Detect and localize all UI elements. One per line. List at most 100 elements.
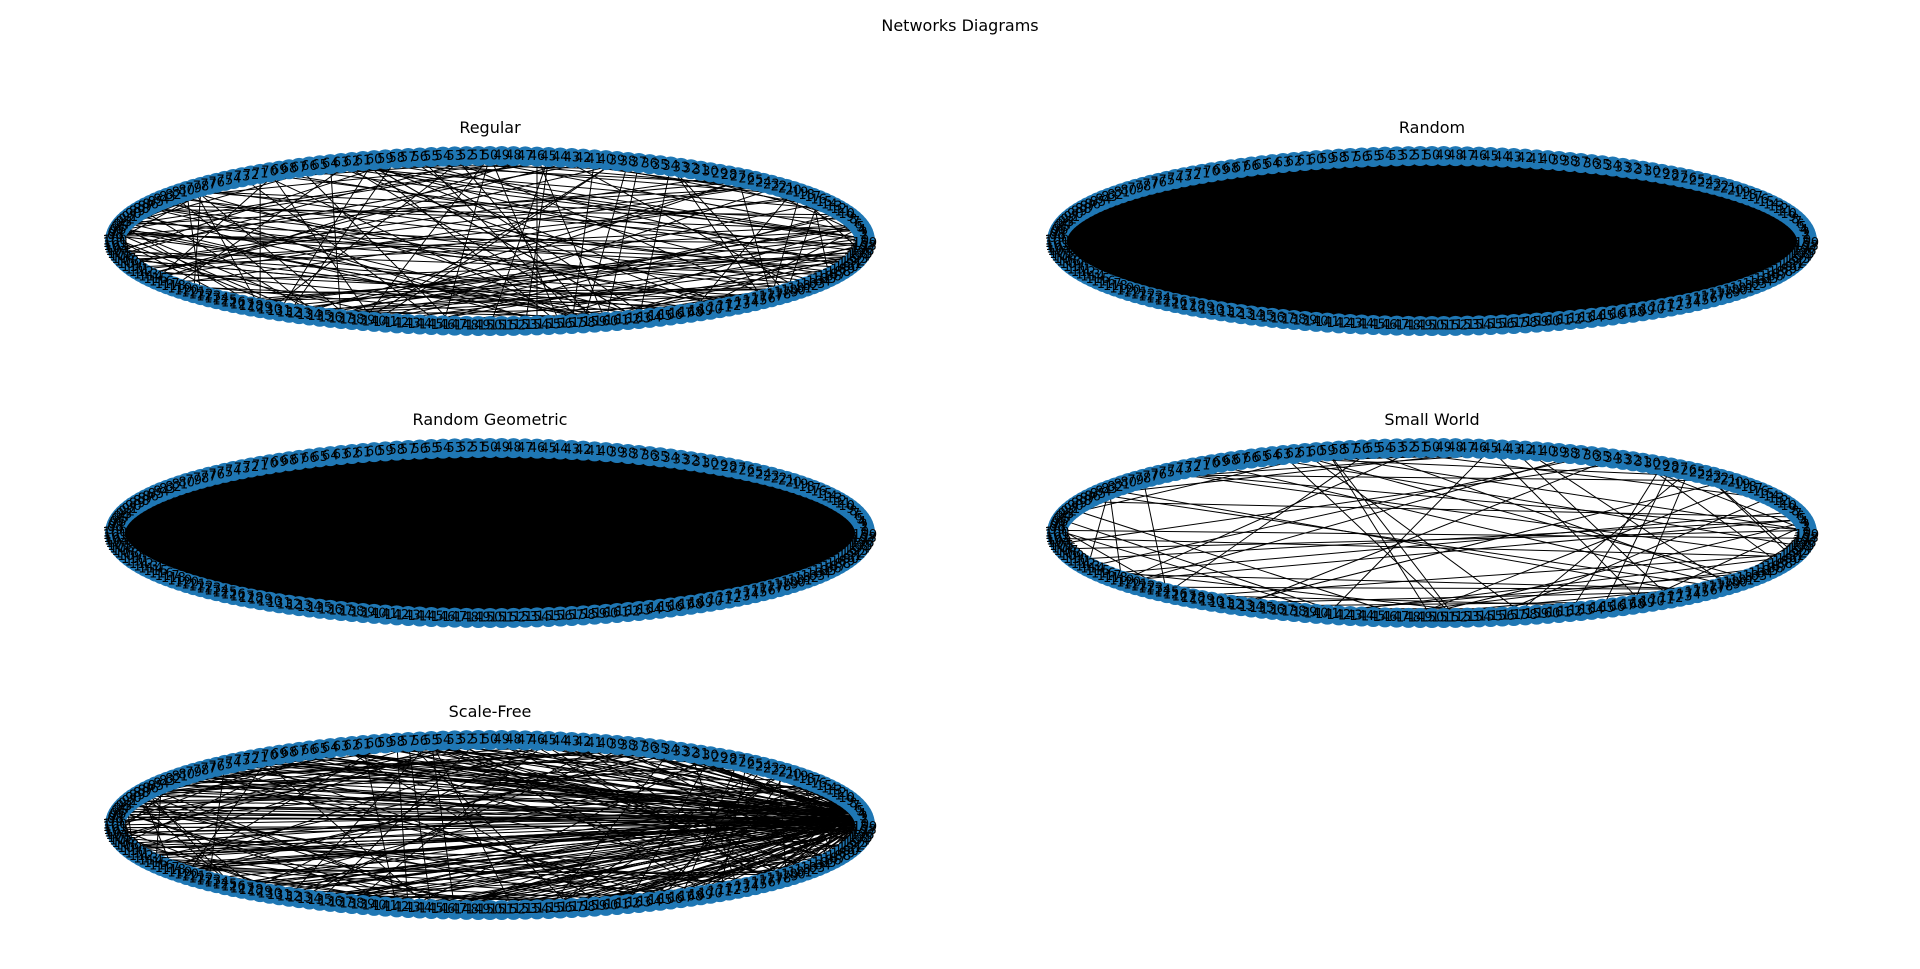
node-label: 100	[103, 526, 128, 541]
node-label: 29	[712, 458, 729, 473]
node-label: 181	[788, 281, 813, 296]
node-label: 50	[1424, 441, 1441, 456]
node-label: 94	[113, 218, 130, 233]
node-label: 28	[1663, 460, 1680, 475]
node-label: 131	[1209, 596, 1234, 611]
node-label: 96	[110, 807, 127, 822]
edge	[1059, 460, 1634, 545]
node-label: 63	[333, 739, 350, 754]
edge	[224, 764, 865, 823]
node-label: 78	[193, 471, 210, 486]
node-label: 140	[1304, 314, 1329, 329]
node-label: 17	[805, 482, 822, 497]
edge	[1327, 448, 1492, 615]
edge	[478, 840, 859, 911]
node-label: 185	[1754, 272, 1779, 287]
node-label: 26	[738, 172, 755, 187]
node-label: 68	[281, 162, 298, 177]
node-label: 189	[830, 262, 855, 277]
node-label: 109	[117, 841, 142, 856]
node-label: 89	[129, 497, 146, 512]
node-label: 48	[505, 441, 522, 456]
node-label: 91	[122, 210, 139, 225]
edge	[442, 740, 813, 869]
edge	[627, 816, 864, 905]
node-label: 2	[860, 520, 868, 535]
node-label: 74	[1167, 464, 1184, 479]
node-label: 102	[103, 531, 128, 546]
node-label: 106	[1051, 541, 1076, 556]
edge	[1097, 493, 1722, 588]
node-label: 180	[781, 575, 806, 590]
node-label: 72	[243, 460, 260, 475]
node-label: 171	[707, 885, 732, 900]
edge	[1158, 474, 1729, 482]
network-panel-scale-free: Scale-Free 0 1 2 3 4 5 6 7 8 9 10 11 12 13 14 15 16 17 18 1…	[100, 702, 880, 922]
node-label: 81	[172, 186, 189, 201]
node-label: 34	[1604, 451, 1621, 466]
node-label: 69	[1213, 455, 1230, 470]
edge	[161, 199, 549, 326]
node-label: 37	[631, 155, 648, 170]
node-label: 112	[129, 849, 154, 864]
node-label: 17	[1747, 482, 1764, 497]
node-labels-group: 0123456789101112131415161718192021222324…	[1045, 149, 1820, 334]
node-label: 134	[297, 892, 322, 907]
node-label: 161	[605, 313, 630, 328]
node-label: 67	[1233, 452, 1250, 467]
node-label: 15	[816, 487, 833, 502]
node-label: 74	[225, 464, 242, 479]
node-label: 154	[525, 610, 550, 625]
node-label: 164	[637, 602, 662, 617]
node-label: 194	[1788, 541, 1813, 556]
node-label: 3	[1801, 518, 1809, 533]
node-label: 43	[564, 735, 581, 750]
node-label: 166	[1600, 308, 1625, 323]
node-label: 190	[834, 260, 859, 275]
node-label: 171	[707, 301, 732, 316]
node-label: 188	[1768, 557, 1793, 572]
node-label: 110	[121, 260, 146, 275]
node-label: 135	[307, 893, 332, 908]
node-label: 74	[225, 756, 242, 771]
edge	[241, 760, 865, 821]
node-label: 84	[1095, 193, 1112, 208]
node-label: 62	[344, 446, 361, 461]
node-label: 199	[852, 236, 877, 251]
node-label: 87	[1080, 492, 1097, 507]
node-label: 136	[318, 602, 343, 617]
node-label: 165	[1590, 309, 1615, 324]
node-label: 173	[726, 881, 751, 896]
node-label: 178	[1709, 288, 1734, 303]
node-label: 120	[174, 283, 199, 298]
edge	[1166, 472, 1793, 558]
node-label: 16	[1752, 193, 1769, 208]
node-label: 191	[838, 549, 863, 564]
node-label: 45	[1482, 442, 1499, 457]
node-label: 126	[221, 587, 246, 602]
node-label: 111	[125, 262, 150, 277]
node-label: 13	[1768, 492, 1785, 507]
node-label: 82	[165, 480, 182, 495]
node-label: 175	[743, 878, 768, 893]
node-label: 104	[106, 536, 131, 551]
node-label: 9	[1788, 502, 1796, 517]
node-label: 193	[844, 252, 869, 267]
node-label: 104	[106, 244, 131, 259]
node-label: 87	[138, 492, 155, 507]
node-label: 137	[1271, 604, 1296, 619]
node-label: 46	[1471, 149, 1488, 164]
node-label: 83	[159, 774, 176, 789]
node-label: 44	[1494, 442, 1511, 457]
node	[1796, 233, 1817, 254]
edge	[116, 816, 866, 826]
node-label: 166	[658, 600, 683, 615]
node-label: 193	[844, 836, 869, 851]
node-label: 91	[122, 794, 139, 809]
node-label: 119	[167, 865, 192, 880]
node-label: 48	[1447, 441, 1464, 456]
node-label: 140	[362, 606, 387, 621]
node-label: 149	[1408, 610, 1433, 625]
node-label: 73	[1176, 170, 1193, 185]
node-label: 76	[208, 175, 225, 190]
